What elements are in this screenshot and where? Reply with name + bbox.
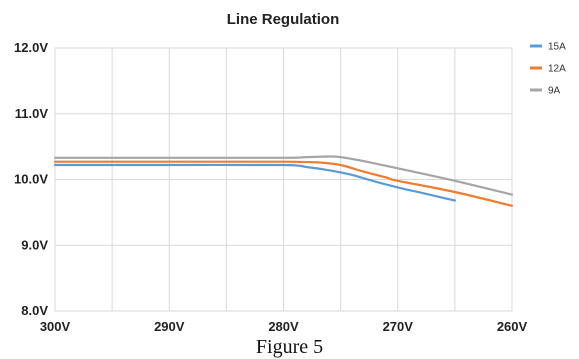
legend: 15A 12A 9A <box>530 42 566 97</box>
x-tick-label: 270V <box>383 319 414 334</box>
x-tick-label: 290V <box>154 319 185 334</box>
plot-border <box>54 47 513 312</box>
x-tick-label: 260V <box>497 319 528 334</box>
y-tick-label: 11.0V <box>15 106 49 121</box>
x-tick-label: 300V <box>40 319 71 334</box>
legend-label-15A: 15A <box>548 42 566 53</box>
series-line-9A <box>53 155 514 196</box>
y-tick-label: 9.0V <box>21 237 48 252</box>
y-tick-label: 12.0V <box>14 40 48 55</box>
y-tick-label: 8.0V <box>21 303 48 318</box>
series-lines <box>53 155 514 207</box>
legend-label-12A: 12A <box>548 64 566 75</box>
series-line-12A <box>53 160 514 207</box>
y-tick-label: 10.0V <box>14 172 48 187</box>
grid-lines <box>54 47 513 312</box>
figure-caption: Figure 5 <box>255 336 324 358</box>
x-tick-label: 280V <box>268 319 299 334</box>
chart-title: Line Regulation <box>227 11 340 28</box>
axes: 8.0V 9.0V 10.0V 11.0V 12.0V 300V 290V 280V 270V 2… <box>14 40 527 334</box>
legend-label-9A: 9A <box>548 86 561 97</box>
series-line-15A <box>53 163 456 202</box>
